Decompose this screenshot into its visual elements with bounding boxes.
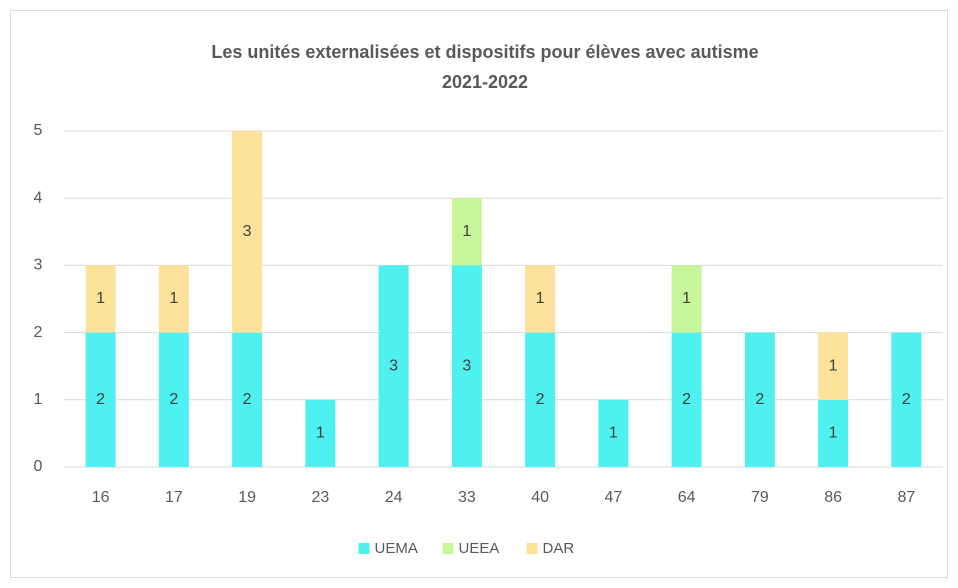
- y-tick-label: 5: [34, 122, 43, 139]
- x-tick-label: 16: [92, 489, 110, 506]
- bar-segment: [671, 332, 702, 467]
- bar-segment: [232, 332, 263, 467]
- x-tick-label: 86: [824, 489, 842, 506]
- bar-segment: [158, 332, 189, 467]
- data-label: 1: [316, 425, 325, 442]
- y-tick-label: 3: [34, 257, 43, 274]
- bar-segment: [891, 332, 922, 467]
- data-label: 2: [96, 391, 105, 408]
- data-label: 3: [389, 357, 398, 374]
- bar-segment: [378, 265, 409, 467]
- data-label: 2: [755, 391, 764, 408]
- y-tick-label: 2: [34, 324, 43, 341]
- data-label: 1: [462, 223, 471, 240]
- x-tick-label: 17: [165, 489, 183, 506]
- x-tick-label: 79: [751, 489, 769, 506]
- bar-segment: [525, 332, 556, 467]
- bar-segment: [305, 399, 336, 467]
- x-tick-label: 19: [238, 489, 256, 506]
- bar-segment: [85, 265, 116, 333]
- data-label: 1: [96, 290, 105, 307]
- data-label: 1: [609, 425, 618, 442]
- x-tick-label: 24: [385, 489, 403, 506]
- bar-segment: [744, 332, 775, 467]
- bar-segment: [598, 399, 629, 467]
- legend-label: DAR: [543, 540, 575, 557]
- y-tick-label: 0: [34, 458, 43, 475]
- data-label: 1: [829, 425, 838, 442]
- bar-segment: [232, 131, 263, 333]
- data-label: 1: [169, 290, 178, 307]
- data-label: 3: [462, 357, 471, 374]
- legend-label: UEMA: [375, 540, 418, 557]
- data-label: 2: [243, 391, 252, 408]
- y-tick-label: 1: [34, 391, 43, 408]
- bar-segment: [525, 265, 556, 333]
- bar-segment: [818, 399, 849, 467]
- x-tick-label: 33: [458, 489, 476, 506]
- bar-segment: [818, 332, 849, 400]
- data-label: 1: [536, 290, 545, 307]
- x-tick-label: 47: [604, 489, 622, 506]
- chart-title: 2021-2022: [442, 72, 528, 92]
- x-tick-label: 40: [531, 489, 549, 506]
- data-label: 2: [902, 391, 911, 408]
- y-tick-label: 4: [34, 189, 43, 206]
- x-tick-label: 64: [678, 489, 696, 506]
- data-label: 3: [243, 223, 252, 240]
- data-label: 1: [682, 290, 691, 307]
- chart-title: Les unités externalisées et dispositifs …: [211, 42, 758, 62]
- data-label: 2: [682, 391, 691, 408]
- legend-label: UEEA: [459, 540, 500, 557]
- data-label: 2: [169, 391, 178, 408]
- x-tick-label: 23: [311, 489, 329, 506]
- bar-segment: [158, 265, 189, 333]
- data-label: 1: [829, 357, 838, 374]
- bar-segment: [451, 198, 482, 266]
- bar-segment: [451, 265, 482, 467]
- bar-segment: [671, 265, 702, 333]
- legend-swatch: [358, 543, 370, 554]
- data-label: 2: [536, 391, 545, 408]
- legend-swatch: [442, 543, 454, 554]
- x-tick-label: 87: [897, 489, 915, 506]
- legend-swatch: [526, 543, 538, 554]
- bar-segment: [85, 332, 116, 467]
